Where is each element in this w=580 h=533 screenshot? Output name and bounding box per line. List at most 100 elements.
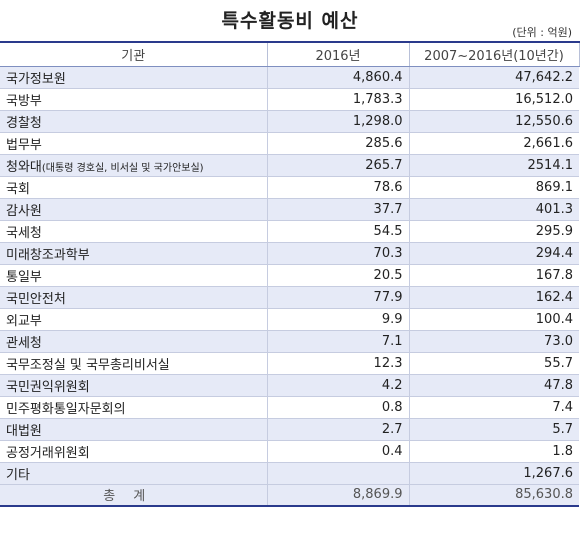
org-name: 대법원: [6, 423, 42, 439]
value-2016-cell: [266, 462, 409, 485]
value-2016-cell: 2.7: [266, 418, 409, 441]
value-10-years-cell: 401.3: [408, 198, 579, 221]
value-10-years-cell: 47,642.2: [408, 66, 579, 89]
table-row: 기타 1,267.6: [0, 462, 579, 485]
org-name: 외교부: [6, 313, 42, 329]
value-2016-cell: 37.7: [266, 198, 409, 221]
table-row: 감사원 37.7 401.3: [0, 198, 579, 221]
value-2016-cell: 4,860.4: [266, 66, 409, 89]
value-2016-cell: 0.4: [266, 440, 409, 463]
table-row: 국회 78.6 869.1: [0, 176, 579, 199]
value-2016-cell: 70.3: [266, 242, 409, 265]
org-name: 국회: [6, 181, 30, 197]
org-cell: 국방부: [0, 88, 267, 111]
org-name: 감사원: [6, 203, 42, 219]
org-name: 기타: [6, 467, 30, 483]
value-2016-cell: 4.2: [266, 374, 409, 397]
org-name: 경찰청: [6, 115, 42, 131]
total-row: 총계 8,869.9 85,630.8: [0, 484, 579, 507]
value-2016-cell: 78.6: [266, 176, 409, 199]
value-10-years-cell: 1,267.6: [408, 462, 579, 485]
table-row: 통일부 20.5 167.8: [0, 264, 579, 287]
org-cell: 통일부: [0, 264, 267, 287]
table-row: 민주평화통일자문회의 0.8 7.4: [0, 396, 579, 419]
org-cell: 대법원: [0, 418, 267, 441]
header-2016: 2016년: [266, 41, 410, 67]
table-row: 국가정보원 4,860.4 47,642.2: [0, 66, 579, 89]
table-row: 외교부 9.9 100.4: [0, 308, 579, 331]
budget-table: 기관 2016년 2007~2016년(10년간) 국가정보원 4,860.4 47…: [0, 41, 580, 507]
value-2016-cell: 265.7: [266, 154, 409, 177]
value-10-years-cell: 869.1: [408, 176, 579, 199]
org-name: 국가정보원: [6, 71, 66, 87]
value-10-years-cell: 294.4: [408, 242, 579, 265]
value-10-years-cell: 16,512.0: [408, 88, 579, 111]
org-cell: 국무조정실 및 국무총리비서실: [0, 352, 267, 375]
org-cell: 민주평화통일자문회의: [0, 396, 267, 419]
org-name: 통일부: [6, 269, 42, 285]
table-row: 법무부 285.6 2,661.6: [0, 132, 579, 155]
org-name: 법무부: [6, 137, 42, 153]
org-cell: 경찰청: [0, 110, 267, 133]
header-row: 기관 2016년 2007~2016년(10년간): [0, 41, 580, 67]
value-10-years-cell: 295.9: [408, 220, 579, 243]
table-row: 관세청 7.1 73.0: [0, 330, 579, 353]
total-10-years-cell: 85,630.8: [408, 484, 579, 507]
value-2016-cell: 1,298.0: [266, 110, 409, 133]
org-name: 공정거래위원회: [6, 445, 90, 461]
value-10-years-cell: 73.0: [408, 330, 579, 353]
value-2016-cell: 9.9: [266, 308, 409, 331]
table-row: 국방부 1,783.3 16,512.0: [0, 88, 579, 111]
value-10-years-cell: 2514.1: [408, 154, 579, 177]
table-row: 국세청 54.5 295.9: [0, 220, 579, 243]
org-name: 국무조정실 및 국무총리비서실: [6, 357, 170, 373]
total-label-cell: 총계: [0, 484, 267, 507]
org-cell: 감사원: [0, 198, 267, 221]
value-2016-cell: 0.8: [266, 396, 409, 419]
value-10-years-cell: 55.7: [408, 352, 579, 375]
header-org: 기관: [0, 41, 268, 67]
table-row: 청와대(대통령 경호실, 비서실 및 국가안보실) 265.7 2514.1: [0, 154, 579, 177]
org-name: 국민안전처: [6, 291, 66, 307]
org-name: 국방부: [6, 93, 42, 109]
org-cell: 외교부: [0, 308, 267, 331]
value-10-years-cell: 12,550.6: [408, 110, 579, 133]
value-10-years-cell: 162.4: [408, 286, 579, 309]
org-cell: 국민안전처: [0, 286, 267, 309]
org-cell: 국회: [0, 176, 267, 199]
org-name: 미래창조과학부: [6, 247, 90, 263]
value-2016-cell: 285.6: [266, 132, 409, 155]
value-10-years-cell: 47.8: [408, 374, 579, 397]
org-cell: 국가정보원: [0, 66, 267, 89]
org-note: (대통령 경호실, 비서실 및 국가안보실): [41, 162, 204, 174]
org-name: 민주평화통일자문회의: [6, 401, 126, 417]
org-cell: 국세청: [0, 220, 267, 243]
table-row: 대법원 2.7 5.7: [0, 418, 579, 441]
table-body: 국가정보원 4,860.4 47,642.2 국방부 1,783.3 16,512.0 경찰…: [0, 66, 579, 507]
total-2016-cell: 8,869.9: [266, 484, 409, 507]
table-row: 공정거래위원회 0.4 1.8: [0, 440, 579, 463]
org-cell: 법무부: [0, 132, 267, 155]
org-cell: 공정거래위원회: [0, 440, 267, 463]
org-cell: 미래창조과학부: [0, 242, 267, 265]
org-cell: 관세청: [0, 330, 267, 353]
org-name: 국민권익위원회: [6, 379, 90, 395]
value-2016-cell: 1,783.3: [266, 88, 409, 111]
org-name: 국세청: [6, 225, 42, 241]
value-10-years-cell: 2,661.6: [408, 132, 579, 155]
page-title: 특수활동비 예산: [221, 10, 359, 32]
table-row: 경찰청 1,298.0 12,550.6: [0, 110, 579, 133]
org-cell: 국민권익위원회: [0, 374, 267, 397]
table-row: 국무조정실 및 국무총리비서실 12.3 55.7: [0, 352, 579, 375]
value-10-years-cell: 1.8: [408, 440, 579, 463]
value-2016-cell: 77.9: [266, 286, 409, 309]
org-name: 관세청: [6, 335, 42, 351]
table-row: 국민안전처 77.9 162.4: [0, 286, 579, 309]
org-cell: 청와대(대통령 경호실, 비서실 및 국가안보실): [0, 154, 267, 177]
table-row: 국민권익위원회 4.2 47.8: [0, 374, 579, 397]
org-cell: 기타: [0, 462, 267, 485]
value-10-years-cell: 5.7: [408, 418, 579, 441]
value-10-years-cell: 7.4: [408, 396, 579, 419]
value-2016-cell: 12.3: [266, 352, 409, 375]
unit-label: (단위 : 억원): [512, 26, 572, 39]
